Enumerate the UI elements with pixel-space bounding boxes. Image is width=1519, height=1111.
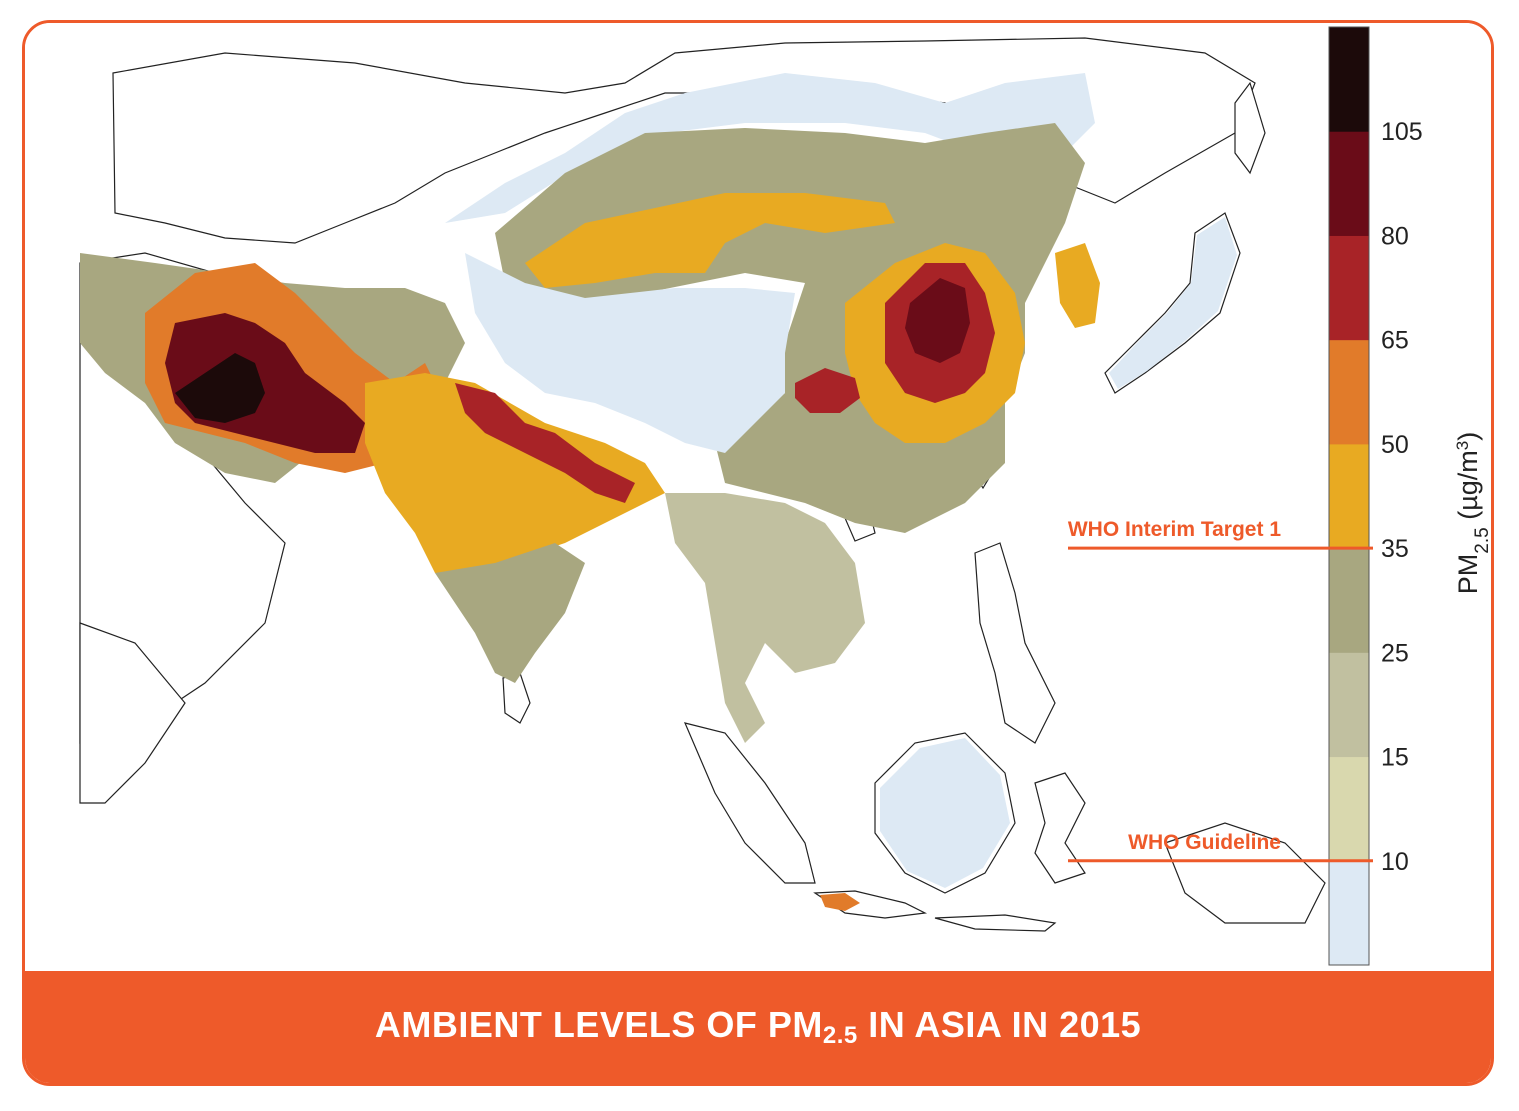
who-reference-lines: WHO Interim Target 1 WHO Guideline (1068, 518, 1373, 863)
colorbar-bin (1329, 756, 1369, 862)
region-japan-clean (1109, 217, 1237, 389)
colorbar-tick-label: 15 (1381, 744, 1409, 772)
figure-title: AMBIENT LEVELS OF PM2.5 IN ASIA IN 2015 (374, 1004, 1142, 1049)
colorbar-ticks: 10 15 25 35 50 65 80 105 (1381, 118, 1423, 876)
colorbar-tick-label: 25 (1381, 639, 1409, 667)
pollution-layers (80, 73, 1237, 911)
colorbar-tick-label: 65 (1381, 327, 1409, 355)
colorbar-tick-label: 35 (1381, 535, 1409, 563)
colorbar-bin (1329, 339, 1369, 445)
region-gobi-desert-high (525, 193, 895, 288)
figure-frame: 10 15 25 35 50 65 80 105 WHO Interim Target 1 WH… (22, 20, 1494, 1086)
who-line-label: WHO Guideline (1128, 831, 1281, 854)
region-iran-pakistan-extreme (175, 353, 265, 423)
region-maritime-southeast-asia-clean (880, 738, 1010, 888)
colorbar-outline (1328, 26, 1370, 966)
region-india-ganges-very-high (455, 383, 635, 503)
colorbar-bin (1329, 235, 1369, 341)
region-tibet-plateau (465, 253, 795, 453)
colorbar-tick-label: 10 (1381, 848, 1409, 876)
colorbar-bin (1329, 443, 1369, 549)
region-korea-moderate (1055, 243, 1100, 328)
colorbar-tick-label: 80 (1381, 222, 1409, 250)
colorbar-bin (1329, 548, 1369, 653)
colorbar-tick-label: 105 (1381, 118, 1423, 146)
region-india-north-high (365, 373, 665, 583)
region-java-hotspot (820, 893, 860, 911)
who-line-label: WHO Interim Target 1 (1068, 518, 1281, 541)
region-india-south-moderate (435, 543, 585, 683)
colorbar-bin (1329, 860, 1369, 966)
colorbar-bin (1329, 27, 1369, 132)
colorbar (1328, 26, 1370, 966)
title-bar: AMBIENT LEVELS OF PM2.5 IN ASIA IN 2015 (25, 971, 1491, 1083)
region-southeast-asia-moderate (665, 493, 865, 743)
region-china-north-severe (905, 278, 970, 363)
region-clean-north (445, 73, 1095, 223)
colorbar-title: PM2.5 (µg/m3) (1453, 432, 1493, 594)
colorbar-bin (1329, 131, 1369, 236)
colorbar-bin (1329, 652, 1369, 758)
region-sichuan-basin (795, 368, 860, 413)
colorbar-tick-label: 50 (1381, 431, 1409, 459)
